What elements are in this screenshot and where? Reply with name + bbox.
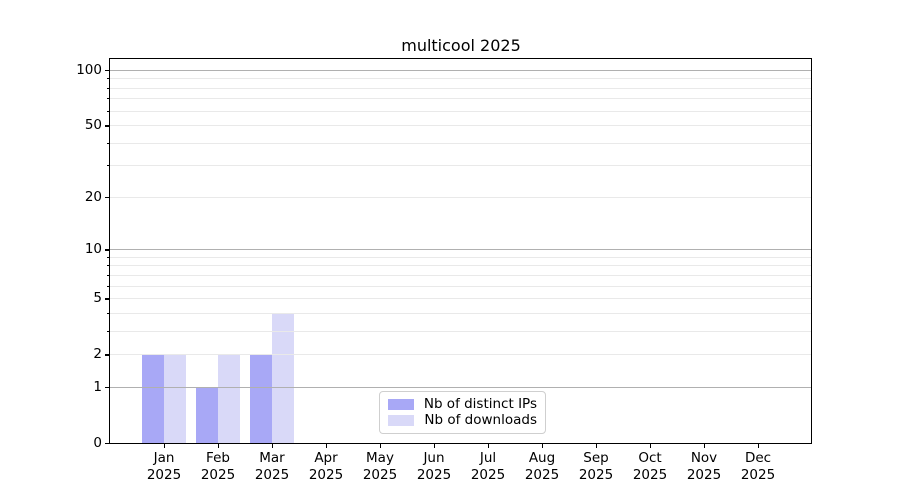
x-tick [488, 443, 490, 448]
x-tick-label: May 2025 [362, 450, 398, 483]
legend-swatch-downloads [388, 415, 415, 426]
x-tick-label: Nov 2025 [686, 450, 722, 483]
y-tick-label: 0 [93, 435, 102, 451]
y-tick-label: 2 [93, 346, 102, 363]
y-gridline [110, 70, 812, 71]
y-gridline [110, 110, 812, 112]
y-minor-tick [107, 142, 110, 144]
y-gridline [110, 298, 812, 300]
x-tick-label: Jun 2025 [416, 450, 452, 483]
y-gridline [110, 256, 812, 258]
x-tick [650, 443, 652, 448]
bar-downloads [218, 354, 240, 443]
y-minor-tick [107, 78, 110, 80]
y-minor-tick [107, 312, 110, 314]
x-tick-label: Aug 2025 [524, 450, 560, 483]
y-gridline [110, 98, 812, 100]
y-tick [105, 249, 110, 251]
y-tick-label: 5 [93, 290, 102, 307]
y-tick-label: 1 [93, 378, 102, 395]
y-tick [105, 196, 110, 199]
y-gridline [110, 312, 812, 314]
y-minor-tick [107, 274, 110, 276]
y-minor-tick [107, 265, 110, 267]
y-tick [105, 443, 110, 445]
x-tick [758, 443, 760, 448]
y-gridline [110, 274, 812, 276]
y-gridline [110, 285, 812, 287]
bar-distinct-ips [196, 386, 218, 443]
y-gridline [110, 196, 812, 198]
x-tick [218, 443, 220, 448]
y-minor-tick [107, 87, 110, 89]
x-tick [434, 443, 436, 448]
y-gridline [110, 354, 812, 356]
y-minor-tick [107, 330, 110, 332]
x-tick-label: Feb 2025 [200, 450, 236, 483]
y-minor-tick [107, 98, 110, 100]
legend-label-distinct-ips: Nb of distinct IPs [423, 396, 537, 412]
legend-swatch-distinct-ips [388, 399, 414, 410]
bar-downloads [272, 312, 294, 443]
x-tick [380, 443, 382, 448]
x-tick-label: Oct 2025 [632, 450, 668, 483]
legend: Nb of distinct IPs Nb of downloads [379, 391, 546, 434]
y-minor-tick [107, 110, 110, 112]
y-gridline [110, 330, 812, 332]
x-tick-label: Jul 2025 [470, 450, 506, 483]
y-tick [105, 354, 110, 356]
y-tick-label: 50 [84, 117, 102, 134]
y-minor-tick [107, 256, 110, 258]
x-tick-label: Sep 2025 [578, 450, 614, 483]
y-tick [105, 70, 110, 72]
y-tick [105, 125, 110, 127]
x-tick [596, 443, 598, 448]
y-gridline [110, 125, 812, 127]
bar-distinct-ips [142, 354, 164, 443]
y-gridline [110, 265, 812, 267]
x-tick-label: Jan 2025 [146, 450, 182, 483]
y-gridline [110, 386, 812, 388]
x-tick-label: Dec 2025 [740, 450, 776, 483]
y-tick-label: 10 [84, 241, 102, 258]
x-tick [272, 443, 274, 448]
y-minor-tick [107, 285, 110, 287]
y-gridline [110, 87, 812, 89]
x-tick-label: Apr 2025 [308, 450, 344, 483]
y-gridline [110, 78, 812, 80]
bar-distinct-ips [250, 354, 272, 443]
y-tick-label: 20 [84, 188, 102, 205]
x-tick [704, 443, 706, 448]
y-gridline [110, 142, 812, 144]
y-tick [105, 386, 110, 389]
bar-downloads [164, 354, 186, 443]
x-tick [164, 443, 166, 448]
legend-item-downloads: Nb of downloads [388, 413, 537, 428]
legend-label-downloads: Nb of downloads [424, 412, 537, 428]
y-tick-label: 100 [76, 62, 102, 78]
y-minor-tick [107, 165, 110, 167]
y-gridline [110, 165, 812, 167]
x-tick [542, 443, 544, 448]
y-gridline [110, 249, 812, 251]
legend-item-distinct-ips: Nb of distinct IPs [388, 397, 537, 412]
x-tick [326, 443, 328, 448]
y-tick [105, 298, 110, 300]
chart-title: multicool 2025 [401, 36, 521, 55]
x-tick-label: Mar 2025 [254, 450, 290, 483]
